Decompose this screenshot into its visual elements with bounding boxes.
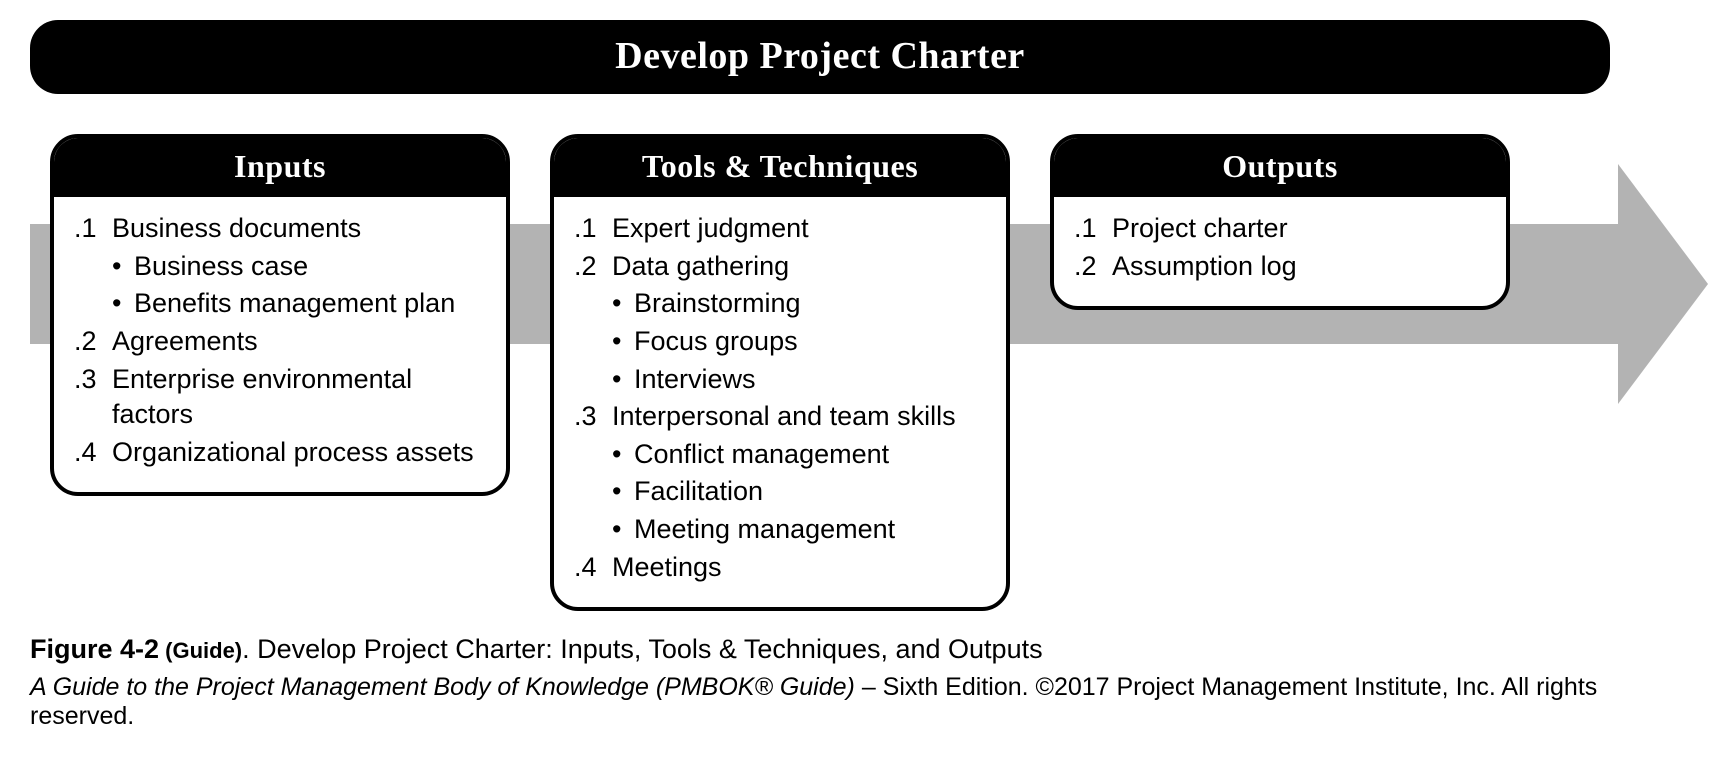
- item-number: .1: [574, 211, 612, 247]
- item-number: .2: [574, 249, 612, 285]
- list-item: .2 Agreements: [74, 324, 486, 360]
- item-number: .3: [74, 362, 112, 433]
- list-item: .3 Enterprise environmental factors: [74, 362, 486, 433]
- item-number: .3: [574, 399, 612, 435]
- item-number: .4: [574, 550, 612, 586]
- item-text: Assumption log: [1112, 249, 1486, 285]
- bullet-icon: •: [112, 286, 134, 322]
- item-text: Meetings: [612, 550, 986, 586]
- tools-techniques-box: Tools & Techniques .1 Expert judgment .2…: [550, 134, 1010, 611]
- item-text: Business documents: [112, 211, 486, 247]
- inputs-box: Inputs .1 Business documents •Business c…: [50, 134, 510, 496]
- subitem-text: Brainstorming: [634, 286, 801, 322]
- list-item: .1 Project charter: [1074, 211, 1486, 247]
- source-line: A Guide to the Project Management Body o…: [30, 673, 1699, 731]
- figure-subscript: (Guide): [159, 638, 242, 663]
- process-title-bar: Develop Project Charter: [30, 20, 1610, 94]
- list-subitem: •Meeting management: [574, 512, 986, 548]
- tools-header: Tools & Techniques: [554, 138, 1006, 197]
- subitem-text: Conflict management: [634, 437, 889, 473]
- list-subitem: •Benefits management plan: [74, 286, 486, 322]
- item-text: Expert judgment: [612, 211, 986, 247]
- subitem-text: Interviews: [634, 362, 756, 398]
- list-subitem: •Interviews: [574, 362, 986, 398]
- item-text: Data gathering: [612, 249, 986, 285]
- subitem-text: Business case: [134, 249, 308, 285]
- bullet-icon: •: [612, 324, 634, 360]
- outputs-box: Outputs .1 Project charter .2 Assumption…: [1050, 134, 1510, 310]
- bullet-icon: •: [612, 362, 634, 398]
- figure-number: Figure 4-2: [30, 634, 159, 664]
- item-number: .4: [74, 435, 112, 471]
- bullet-icon: •: [612, 286, 634, 322]
- bullet-icon: •: [612, 474, 634, 510]
- item-number: .2: [74, 324, 112, 360]
- item-number: .1: [1074, 211, 1112, 247]
- list-subitem: •Business case: [74, 249, 486, 285]
- list-item: .3 Interpersonal and team skills: [574, 399, 986, 435]
- figure-caption: Figure 4-2 (Guide). Develop Project Char…: [30, 634, 1699, 665]
- list-item: .1 Business documents: [74, 211, 486, 247]
- flow-area: Inputs .1 Business documents •Business c…: [30, 134, 1710, 614]
- list-item: .2 Data gathering: [574, 249, 986, 285]
- list-item: .4 Meetings: [574, 550, 986, 586]
- subitem-text: Focus groups: [634, 324, 798, 360]
- tools-body: .1 Expert judgment .2 Data gathering •Br…: [554, 197, 1006, 607]
- list-subitem: •Brainstorming: [574, 286, 986, 322]
- inputs-body: .1 Business documents •Business case •Be…: [54, 197, 506, 492]
- item-text: Agreements: [112, 324, 486, 360]
- figure-description: . Develop Project Charter: Inputs, Tools…: [242, 634, 1042, 664]
- list-item: .2 Assumption log: [1074, 249, 1486, 285]
- subitem-text: Meeting management: [634, 512, 895, 548]
- list-subitem: •Facilitation: [574, 474, 986, 510]
- source-italic: A Guide to the Project Management Body o…: [30, 673, 862, 701]
- outputs-body: .1 Project charter .2 Assumption log: [1054, 197, 1506, 306]
- list-item: .1 Expert judgment: [574, 211, 986, 247]
- bullet-icon: •: [612, 437, 634, 473]
- list-subitem: •Focus groups: [574, 324, 986, 360]
- item-number: .1: [74, 211, 112, 247]
- bullet-icon: •: [612, 512, 634, 548]
- bullet-icon: •: [112, 249, 134, 285]
- item-text: Organizational process assets: [112, 435, 486, 471]
- item-text: Interpersonal and team skills: [612, 399, 986, 435]
- item-number: .2: [1074, 249, 1112, 285]
- list-subitem: •Conflict management: [574, 437, 986, 473]
- outputs-header: Outputs: [1054, 138, 1506, 197]
- subitem-text: Benefits management plan: [134, 286, 455, 322]
- ito-boxes-row: Inputs .1 Business documents •Business c…: [30, 134, 1710, 611]
- subitem-text: Facilitation: [634, 474, 763, 510]
- inputs-header: Inputs: [54, 138, 506, 197]
- item-text: Project charter: [1112, 211, 1486, 247]
- item-text: Enterprise environmental factors: [112, 362, 486, 433]
- list-item: .4 Organizational process assets: [74, 435, 486, 471]
